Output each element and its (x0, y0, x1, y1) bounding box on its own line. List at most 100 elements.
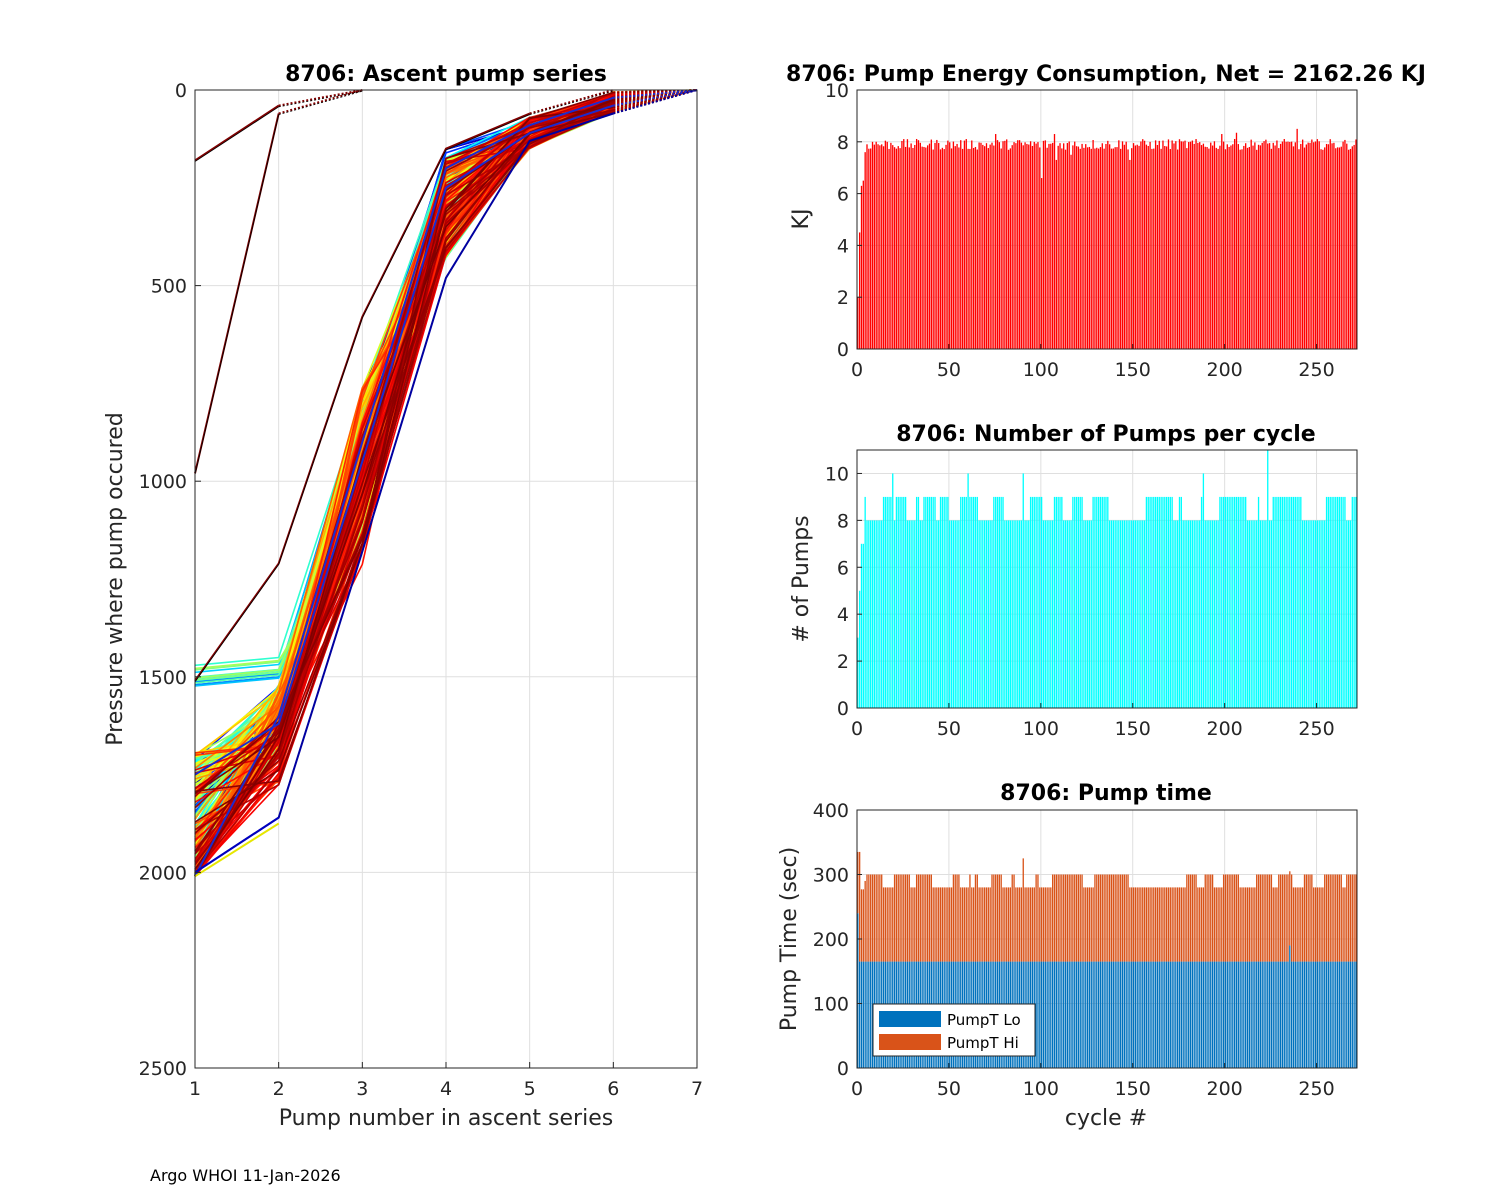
energy-bar (1053, 134, 1056, 349)
energy-bar (932, 149, 934, 349)
pumps-bar (1235, 496, 1238, 708)
series-line-tail (613, 89, 698, 115)
pumptime-hi-bar (1302, 887, 1304, 962)
pumptime-hi-bar (958, 874, 960, 962)
pumptime-lo-bar (1101, 961, 1103, 1068)
pumptime-hi-bar (1182, 887, 1184, 962)
pumptime-hi-bar (1127, 874, 1129, 962)
pumps-bar (917, 496, 920, 708)
pumptime-lo-bar (1211, 961, 1214, 1068)
pumps-bar (1228, 496, 1230, 708)
pumptime-hi-bar (963, 887, 966, 962)
pumptime-hi-bar (928, 874, 931, 962)
pumps-bar (901, 496, 903, 708)
pumps-bar (1195, 520, 1197, 708)
energy-bar (1057, 145, 1059, 349)
y-tick-label: 300 (813, 865, 849, 887)
pumps-bar (1118, 520, 1120, 708)
pumps-bar (934, 496, 936, 708)
x-tick-label: 200 (1207, 1078, 1243, 1100)
energy-bar (1035, 143, 1037, 349)
energy-bar (879, 145, 881, 349)
pumptime-lo-bar (1333, 961, 1335, 1068)
energy-bar (1125, 141, 1127, 349)
energy-bar (1180, 141, 1182, 349)
pumps-bar (1272, 496, 1274, 708)
pumptime-hi-bar (1169, 887, 1171, 962)
pumptime-hi-bar (860, 889, 863, 962)
pumps-bar (1052, 520, 1054, 708)
pumptime-hi-bar (1219, 887, 1221, 962)
y-tick-label: 2 (837, 287, 849, 309)
energy-bar (1213, 141, 1216, 349)
pumptime-lo-bar (1305, 961, 1307, 1068)
x-tick-label: 200 (1207, 718, 1243, 740)
series-line (194, 114, 530, 683)
pumps-bar (1156, 496, 1159, 708)
pumps-bar (1134, 520, 1137, 708)
energy-bar (1353, 144, 1355, 349)
pumps-bar (1346, 520, 1348, 708)
pumptime-hi-bar (1250, 887, 1252, 962)
energy-bar (1050, 143, 1052, 349)
x-tick-label: 100 (1023, 359, 1059, 381)
pumptime-lo-bar (1219, 961, 1221, 1068)
pumps-bar (930, 496, 932, 708)
energy-bar (888, 148, 890, 349)
energy-bar (1285, 141, 1287, 349)
pumptime-lo-bar (1162, 961, 1164, 1068)
y-tick-label: 2 (837, 651, 849, 673)
pumptime-hi-bar (917, 874, 920, 962)
energy-bar (1294, 142, 1296, 349)
pumptime-hi-bar (912, 887, 914, 962)
pumptime-hi-bar (877, 874, 879, 962)
pumptime-title: 8706: Pump time (1000, 781, 1212, 806)
pumptime-lo-bar (1184, 961, 1186, 1068)
energy-bar (1351, 146, 1353, 349)
series-line (194, 106, 279, 162)
energy-bar (985, 143, 988, 349)
pumptime-lo-bar (1292, 961, 1295, 1068)
pumptime-lo-bar (1066, 961, 1069, 1068)
pumptime-lo-bar (1180, 961, 1182, 1068)
pumptime-lo-bar (1173, 961, 1175, 1068)
pumptime-lo-bar (1147, 961, 1149, 1068)
pumps-bar (1006, 520, 1008, 708)
pumptime-hi-bar (1077, 874, 1080, 962)
pumptime-lo-bar (1096, 961, 1098, 1068)
x-tick-label: 150 (1115, 1078, 1151, 1100)
pumptime-hi-bar (998, 874, 1001, 962)
pumps-bar (1232, 496, 1234, 708)
pumptime-hi-bar (1160, 887, 1162, 962)
pumptime-lo-bar (1263, 961, 1265, 1068)
energy-bar (1296, 128, 1298, 349)
pumptime-lo-bar (1145, 961, 1148, 1068)
pumptime-hi-bar (925, 874, 927, 962)
pumptime-lo-bar (1355, 961, 1357, 1068)
energy-bar (1000, 148, 1002, 349)
pumps-bar (915, 496, 918, 708)
pumps-bar (993, 496, 995, 708)
energy-bar (1175, 141, 1177, 349)
pumptime-lo-bar (1178, 961, 1181, 1068)
pumps-bar (1202, 473, 1205, 708)
pumptime-hi-bar (875, 874, 877, 962)
pumptime-lo-bar (1346, 961, 1348, 1068)
energy-bar (1018, 140, 1021, 349)
pumps-bar (1292, 496, 1295, 708)
energy-bar (1123, 144, 1126, 349)
pumptime-hi-bar (1101, 874, 1103, 962)
pumps-bar (1347, 520, 1350, 708)
pumptime-lo-bar (1136, 961, 1138, 1068)
energy-bar (1085, 144, 1087, 349)
energy-bar (866, 144, 868, 349)
pumptime-hi-bar (1156, 887, 1159, 962)
pumptime-hi-bar (858, 851, 861, 962)
pumptime-hi-bar (897, 874, 899, 962)
pumptime-hi-bar (1107, 874, 1109, 962)
energy-bar (1250, 139, 1252, 349)
pumps-bar (1018, 520, 1021, 708)
x-tick-label: 3 (356, 1078, 368, 1100)
pumps-bar (1020, 520, 1023, 708)
energy-bar (1029, 141, 1032, 349)
